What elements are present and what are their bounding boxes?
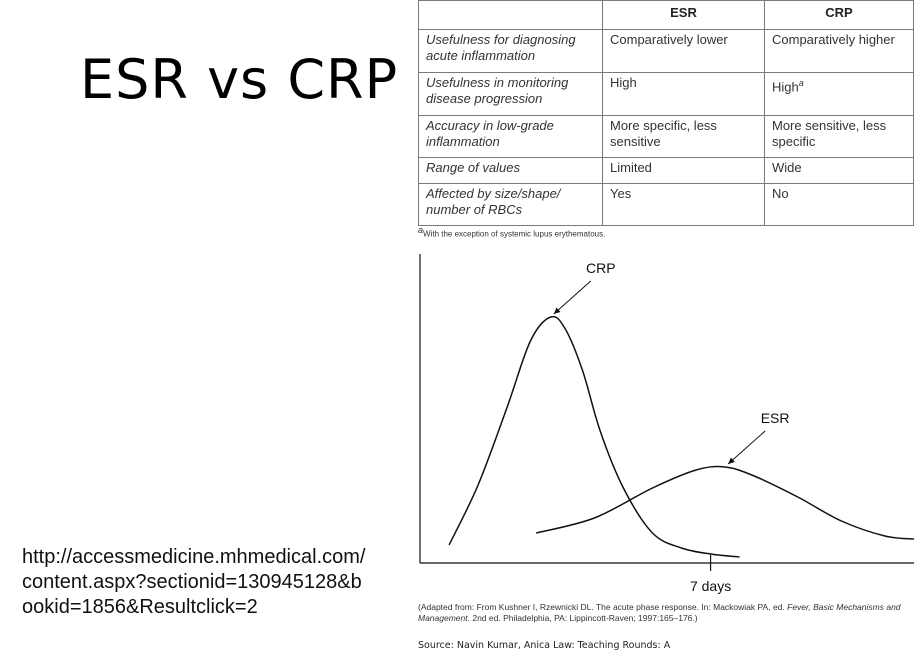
row-label: Range of values [418,157,603,184]
crp-series-line [448,315,740,558]
crp-cell-text: High [772,79,799,95]
row-label: Usefulness for diagnosing acute inflamma… [418,29,603,73]
header-crp: CRP [764,0,914,30]
table-row: Usefulness in monitoring disease progres… [418,72,914,116]
header-esr: ESR [602,0,765,30]
crp-cell: Higha [764,72,914,116]
table-header-row: ESR CRP [418,0,914,30]
caption-prefix: (Adapted from: From Kushner I, Rzewnicki… [418,602,788,612]
footnote-text: With the exception of systemic lupus ery… [423,229,606,239]
esr-series-line [536,465,914,540]
x-tick-label: 7 days [690,578,731,594]
label-leader-line [727,430,766,465]
source-line: Source: Navin Kumar, Anica Law: Teaching… [418,640,671,651]
caption-book-title: Fever, Basic Mechanisms and Management [418,602,901,623]
crp-cell: More sensitive, less specific [764,115,914,158]
series-label-esr: ESR [761,410,790,426]
table-row: Usefulness for diagnosing acute inflamma… [418,29,914,73]
footnote-marker: a [418,225,424,235]
row-label: Affected by size/shape/ number of RBCs [418,183,603,226]
source-url-text: http://accessmedicine.mhmedical.com/cont… [22,546,366,618]
table-row: Range of values Limited Wide [418,157,914,184]
table-row: Accuracy in low-grade inflammation More … [418,115,914,158]
esr-cell: High [602,72,765,116]
esr-cell: Comparatively lower [602,29,765,73]
esr-cell: Yes [602,183,765,226]
comparison-table: ESR CRP Usefulness for diagnosing acute … [418,0,914,226]
esr-cell: More specific, less sensitive [602,115,765,158]
chart-container: 7 days CRP ESR [410,250,914,600]
caption-suffix: . 2nd ed. Philadelphia, PA: Lippincott-R… [467,613,698,623]
table-row: Affected by size/shape/ number of RBCs Y… [418,183,914,226]
row-label: Accuracy in low-grade inflammation [418,115,603,158]
table-footnote: aWith the exception of systemic lupus er… [418,225,605,239]
acute-phase-chart: 7 days CRP ESR [419,254,914,594]
esr-cell: Limited [602,157,765,184]
footnote-marker: a [798,78,804,88]
label-leader-line [553,280,592,315]
header-empty-cell [418,0,603,30]
label-arrowhead [553,307,561,314]
crp-cell: Wide [764,157,914,184]
row-label: Usefulness in monitoring disease progres… [418,72,603,116]
figure-caption: (Adapted from: From Kushner I, Rzewnicki… [418,602,914,624]
crp-cell: No [764,183,914,226]
series-label-crp: CRP [586,260,616,276]
label-arrowhead [728,457,735,464]
crp-cell: Comparatively higher [764,29,914,73]
slide-title: ESR vs CRP [80,48,399,111]
